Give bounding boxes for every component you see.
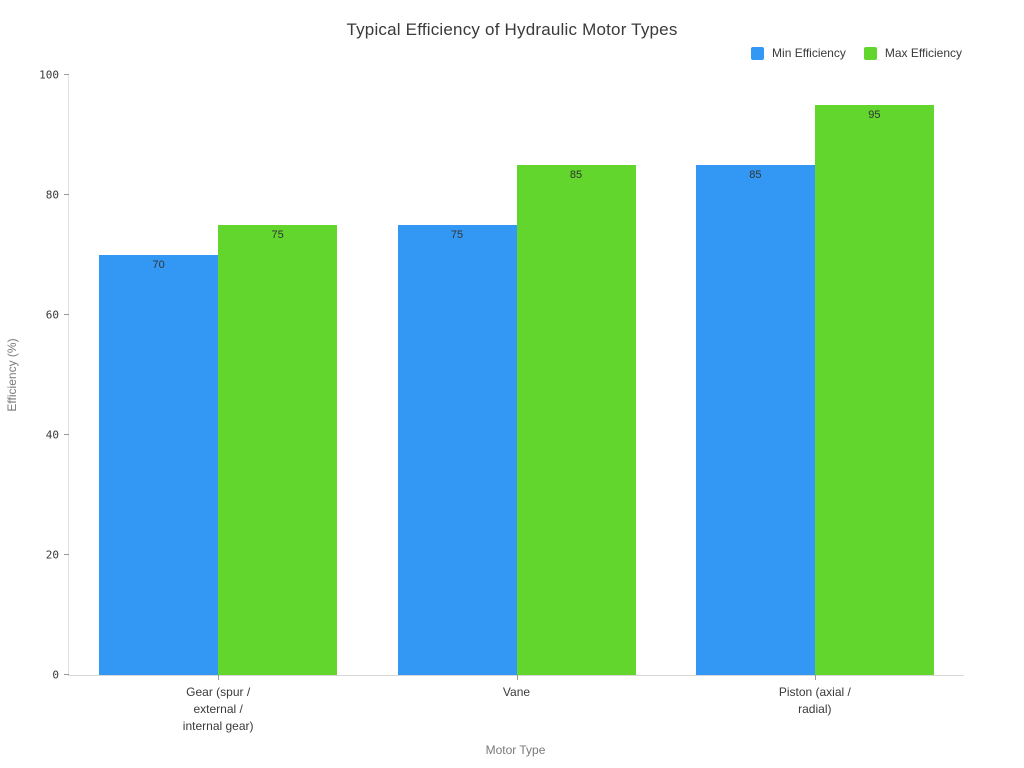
bar-min-efficiency-piston-axial[interactable]: 85 [695,165,815,675]
x-tick-mark [218,675,220,680]
chart-title: Typical Efficiency of Hydraulic Motor Ty… [346,20,678,39]
legend-label: Max Efficiency [884,46,962,60]
y-axis-title: Efficiency (%) [5,338,19,412]
x-tick-label-piston-axial: Piston (axial / radial) [778,685,851,716]
bar-min-efficiency-gear-spur[interactable]: 70 [99,255,219,675]
legend-label: Min Efficiency [772,46,846,60]
legend: Min Efficiency Max Efficiency [751,46,962,60]
y-tick-mark [64,554,69,555]
y-tick-label: 60 [45,308,59,322]
bar-value-label: 85 [749,169,762,181]
y-tick-mark [64,674,69,675]
y-tick-label: 80 [45,188,59,202]
x-tick-label-vane: Vane [502,685,531,699]
bar-min-efficiency-vane[interactable]: 75 [397,225,517,675]
bar-max-efficiency-gear-spur[interactable]: 75 [218,225,338,675]
bar-max-efficiency-piston-axial[interactable]: 95 [814,105,934,675]
bar-value-label: 70 [152,259,165,271]
x-axis-title: Motor Type [485,743,546,757]
plot-area: 0 20 40 60 80 100 70 75 Gear (spur / external / … [39,69,964,733]
legend-swatch-min-efficiency [751,46,765,60]
y-tick-mark [64,194,69,195]
y-tick-label: 0 [52,668,59,682]
y-tick-label: 40 [45,428,59,442]
y-tick-label: 100 [39,68,59,82]
bar-value-label: 95 [868,109,881,121]
bar-value-label: 85 [569,169,583,181]
legend-item-min-efficiency[interactable]: Min Efficiency [751,46,846,60]
x-tick-mark [814,675,816,680]
x-tick-mark [516,675,518,680]
legend-item-max-efficiency[interactable]: Max Efficiency [863,46,962,60]
legend-swatch-max-efficiency [863,46,877,60]
y-tick-mark [64,314,69,315]
bar-max-efficiency-vane[interactable]: 85 [516,165,636,675]
y-tick-mark [64,434,69,435]
y-tick-mark [64,74,69,75]
x-tick-label-gear-spur: Gear (spur / external / internal gear) [182,685,254,733]
bar-value-label: 75 [271,229,284,241]
y-tick-label: 20 [45,548,59,562]
bar-value-label: 75 [450,229,464,241]
